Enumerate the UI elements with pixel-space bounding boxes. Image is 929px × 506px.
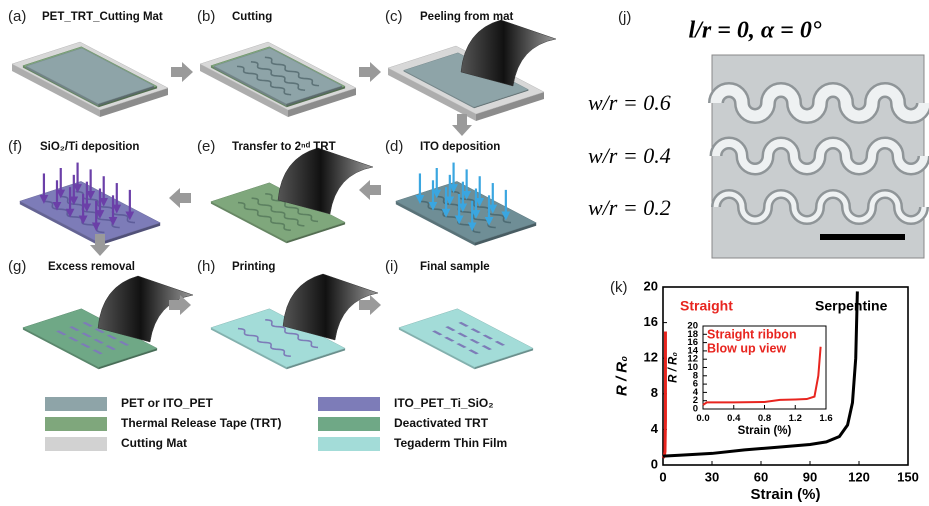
- x-tick-label: 150: [897, 469, 919, 484]
- row-label: w/r = 0.2: [588, 195, 671, 220]
- row-label: w/r = 0.6: [588, 90, 671, 115]
- flow-arrow: [169, 188, 191, 208]
- legend-swatch: [318, 397, 380, 411]
- process-layer: [12, 20, 556, 369]
- panel-label: (i): [385, 258, 398, 275]
- x-tick-label: 30: [705, 469, 719, 484]
- y-axis-label: R / R₀: [614, 356, 631, 396]
- y-tick-label: 8: [651, 385, 658, 400]
- flow-arrow: [171, 62, 193, 82]
- panel-label: (a): [8, 8, 26, 25]
- y-axis-label: R / R₀: [668, 352, 680, 383]
- y-tick-label: 0: [651, 456, 658, 471]
- legend-label: Cutting Mat: [121, 436, 187, 450]
- y-tick-label: 20: [687, 321, 698, 332]
- panel-title: ITO deposition: [420, 141, 500, 153]
- panel-label: (g): [8, 258, 26, 275]
- legend-swatch: [318, 417, 380, 431]
- x-tick-label: 1.2: [789, 413, 802, 424]
- panel-title: Transfer to 2ⁿᵈ TRT: [232, 141, 336, 153]
- series-label: Serpentine: [815, 298, 888, 314]
- x-tick-label: 120: [848, 469, 870, 484]
- panel-title: PET_TRT_Cutting Mat: [42, 11, 163, 23]
- panel-label: (e): [197, 138, 215, 155]
- x-axis-label: Strain (%): [750, 486, 820, 503]
- scale-bar: [820, 234, 905, 240]
- panel-title: Cutting: [232, 11, 272, 23]
- legend-swatch: [318, 437, 380, 451]
- legend-swatch: [45, 437, 107, 451]
- panel-title: Peeling from mat: [420, 11, 513, 23]
- x-tick-label: 1.6: [819, 413, 832, 424]
- x-axis-label: Strain (%): [738, 425, 792, 437]
- panel-label: (j): [618, 9, 631, 26]
- y-tick-label: 20: [644, 278, 658, 293]
- x-tick-label: 0: [659, 469, 666, 484]
- y-tick-label: 16: [644, 314, 658, 329]
- legend-label: PET or ITO_PET: [121, 396, 213, 410]
- legend-label: Thermal Release Tape (TRT): [121, 416, 282, 430]
- x-tick-label: 90: [803, 469, 817, 484]
- panel-title: Printing: [232, 261, 275, 273]
- legend-swatch: [45, 417, 107, 431]
- legend-label: Tegaderm Thin Film: [394, 436, 507, 450]
- series-label: Straight: [680, 298, 733, 314]
- panel-title: SiO₂/Ti deposition: [40, 141, 139, 153]
- x-tick-label: 0.0: [696, 413, 709, 424]
- panel-label: (f): [8, 138, 22, 155]
- panel-title: Final sample: [420, 261, 490, 273]
- annotation: Blow up view: [707, 341, 786, 355]
- figure: (j) l/r = 0, α = 0° w/r = 0.6 w/r = 0.4 …: [0, 0, 929, 506]
- plate: [399, 309, 533, 367]
- y-tick-label: 4: [651, 421, 659, 436]
- y-tick-label: 12: [644, 350, 658, 365]
- photo-title: l/r = 0, α = 0°: [689, 18, 822, 44]
- x-tick-label: 0.4: [727, 413, 741, 424]
- panel-label: (b): [197, 8, 215, 25]
- panel-label: (c): [385, 8, 403, 25]
- legend-label: Deactivated TRT: [394, 416, 489, 430]
- flow-arrow: [359, 180, 381, 200]
- legend-swatch: [45, 397, 107, 411]
- row-label: w/r = 0.4: [588, 143, 671, 168]
- flow-arrow: [359, 62, 381, 82]
- panel-label: (h): [197, 258, 215, 275]
- panel-title: Excess removal: [48, 261, 135, 273]
- legend-label: ITO_PET_Ti_SiO₂: [394, 396, 494, 410]
- panel-label: (d): [385, 138, 403, 155]
- x-tick-label: 0.8: [758, 413, 771, 424]
- x-tick-label: 60: [754, 469, 768, 484]
- annotation: Straight ribbon: [707, 327, 797, 341]
- panel-label: (k): [610, 279, 628, 296]
